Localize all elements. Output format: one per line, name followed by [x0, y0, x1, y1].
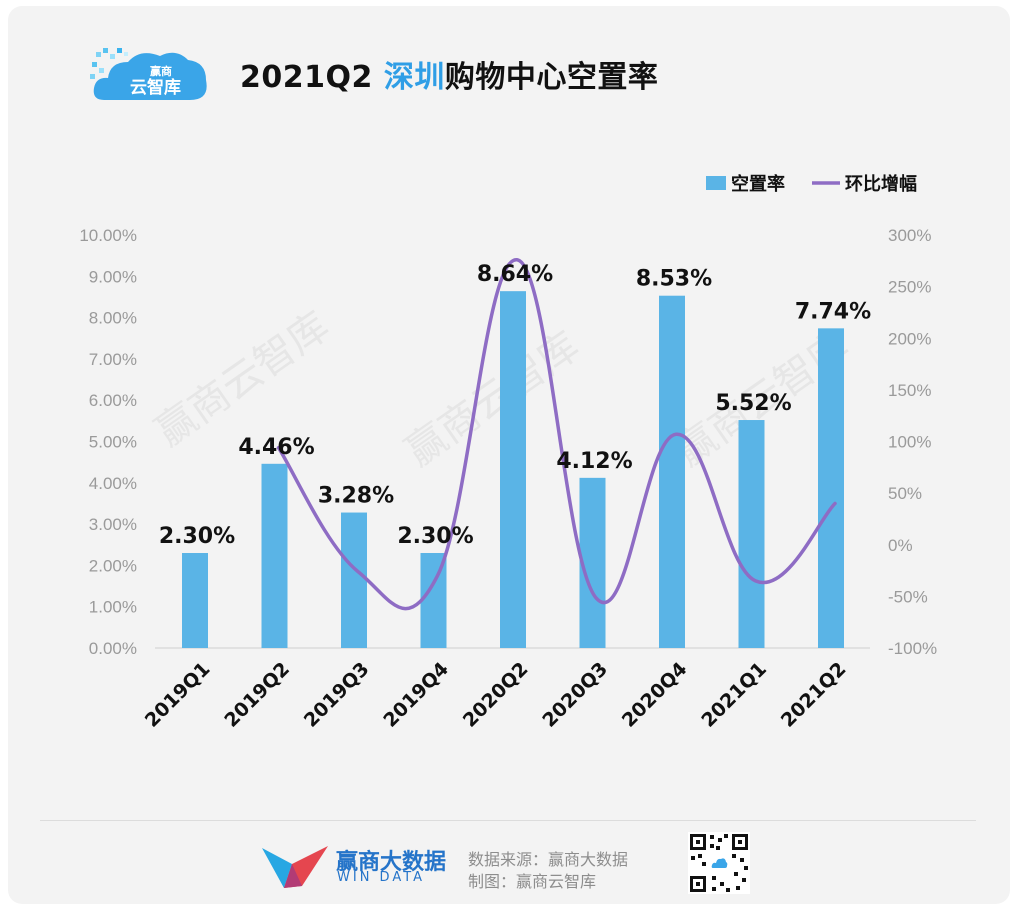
- y-right-tick-label: 200%: [888, 329, 931, 348]
- legend-bar-label: 空置率: [731, 173, 785, 195]
- y-left-tick-label: 9.00%: [89, 267, 137, 286]
- data-source: 数据来源：赢商大数据: [468, 850, 629, 869]
- bar: [500, 291, 526, 648]
- chart-maker: 制图：赢商云智库: [468, 872, 597, 891]
- bar-value-label: 2.30%: [397, 524, 473, 549]
- series-line: [276, 258, 837, 611]
- y-left-tick-label: 8.00%: [89, 309, 137, 328]
- y-left-tick-label: 7.00%: [89, 350, 137, 369]
- bar: [261, 463, 288, 648]
- logo-text-1: 赢商: [150, 64, 172, 78]
- bar-value-label: 8.64%: [477, 262, 553, 287]
- brand-name: 赢商大数据: [336, 850, 447, 875]
- bar-value-label: 7.74%: [795, 299, 871, 324]
- logo-text-2: 云智库: [130, 77, 181, 98]
- bar-value-label: 4.12%: [556, 449, 632, 474]
- legend-line-label: 环比增幅: [845, 173, 917, 195]
- bar: [182, 553, 208, 648]
- y-right-tick-label: 100%: [888, 433, 931, 452]
- bar: [818, 328, 844, 648]
- y-left-tick-label: 1.00%: [89, 598, 137, 617]
- y-left-tick-label: 2.00%: [89, 556, 137, 575]
- title-prefix: 2021Q2: [240, 60, 384, 95]
- y-right-tick-label: -100%: [888, 639, 937, 658]
- x-tick-label: 2021Q1: [697, 658, 771, 732]
- x-tick-label: 2021Q2: [777, 658, 851, 732]
- y-left-tick-label: 4.00%: [89, 474, 137, 493]
- x-tick-label: 2020Q4: [618, 658, 692, 732]
- qr-code-icon: [688, 832, 750, 894]
- y-right-tick-label: 300%: [888, 226, 931, 245]
- x-tick-label: 2020Q3: [538, 658, 612, 732]
- y-left-tick-label: 10.00%: [79, 226, 137, 245]
- y-left-tick-label: 3.00%: [89, 515, 137, 534]
- bar: [738, 420, 765, 648]
- brand-sub: WIN DATA: [337, 870, 426, 885]
- bar-value-label: 4.46%: [238, 435, 314, 460]
- x-tick-label: 2019Q3: [300, 658, 374, 732]
- bar: [659, 295, 685, 648]
- x-tick-label: 2019Q2: [220, 658, 294, 732]
- logo-cloud-icon: 赢商 云智库: [90, 48, 207, 100]
- legend-bar-swatch: [706, 176, 726, 190]
- x-tick-label: 2020Q2: [459, 658, 533, 732]
- x-tick-label: 2019Q1: [141, 658, 215, 732]
- windata-logo-icon: [262, 846, 328, 888]
- bar-value-label: 8.53%: [636, 267, 712, 292]
- page-title: 2021Q2 深圳购物中心空置率: [240, 52, 658, 96]
- y-right-tick-label: 0%: [888, 536, 913, 555]
- bar-value-label: 5.52%: [715, 391, 791, 416]
- title-highlight: 深圳: [383, 60, 445, 95]
- y-left-tick-label: 6.00%: [89, 391, 137, 410]
- y-right-tick-label: 150%: [888, 381, 931, 400]
- y-left-tick-label: 0.00%: [89, 639, 137, 658]
- bar-value-label: 3.28%: [318, 484, 394, 509]
- title-suffix: 购物中心空置率: [444, 60, 659, 95]
- y-right-tick-label: 250%: [888, 278, 931, 297]
- bar-value-label: 2.30%: [159, 524, 235, 549]
- y-right-tick-label: -50%: [888, 587, 928, 606]
- divider: [40, 820, 976, 821]
- watermark-text: 赢商云智库: [147, 303, 337, 455]
- y-right-tick-label: 50%: [888, 484, 922, 503]
- y-left-tick-label: 5.00%: [89, 433, 137, 452]
- bar: [341, 512, 367, 648]
- x-tick-label: 2019Q4: [379, 658, 453, 732]
